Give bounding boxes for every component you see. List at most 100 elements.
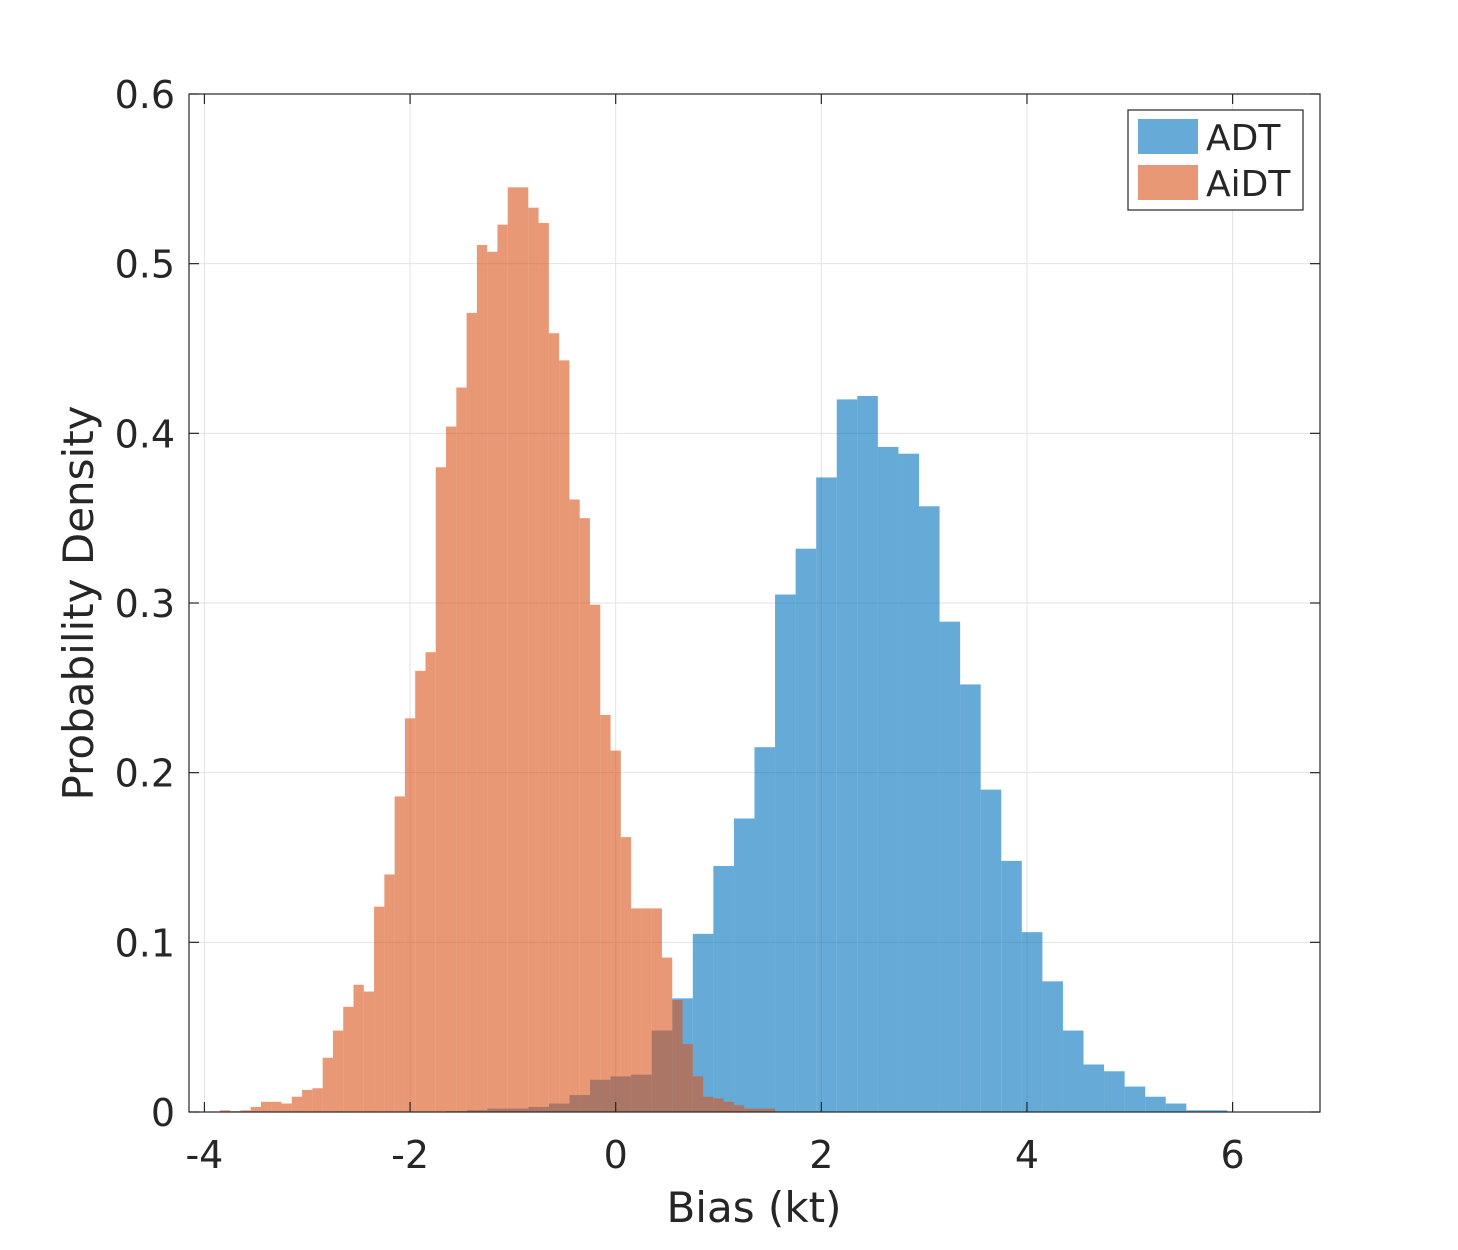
adt-bar-36 [1186,1110,1207,1112]
x-tick-label-3: 2 [809,1133,833,1177]
aidt-bar-16 [384,874,395,1112]
aidt-bar-20 [425,652,436,1112]
adt-bar-27 [1001,860,1022,1112]
y-tick-label-0: 0 [151,1091,175,1135]
aidt-bar-33 [559,360,570,1112]
legend-swatch-adt [1138,119,1198,154]
legend-label-aidt: AiDT [1206,164,1291,205]
aidt-bar-15 [374,906,385,1112]
aidt-bar-9 [312,1088,323,1112]
adt-bar-16 [775,594,796,1112]
x-tick-label-4: 4 [1015,1133,1039,1177]
aidt-bar-46 [692,1076,704,1112]
adt-bar-23 [919,506,940,1112]
x-tick-labels: -4 -2 0 2 4 6 [185,1133,1244,1177]
adt-bar-35 [1165,1103,1187,1112]
aidt-bar-53 [764,1108,776,1112]
adt-bar-21 [877,446,899,1112]
adt-bar-14 [733,818,755,1112]
adt-bar-24 [939,621,961,1112]
histogram-bars [219,187,1228,1113]
adt-bar-17 [795,548,817,1112]
aidt-bar-36 [589,604,601,1112]
aidt-bar-26 [487,251,498,1113]
aidt-bar-21 [435,467,447,1112]
adt-bar-31 [1083,1064,1105,1112]
adt-bar-28 [1021,932,1043,1112]
y-tick-label-5: 0.5 [115,243,175,287]
adt-bar-12 [692,933,714,1112]
aidt-bar-40 [631,908,642,1112]
aidt-bar-25 [476,245,488,1113]
aidt-bar-35 [579,518,590,1112]
adt-bar-34 [1145,1096,1166,1112]
aidt-bar-3 [250,1106,261,1112]
series-aidt [219,187,776,1113]
legend-swatch-aidt [1138,165,1198,200]
adt-bar-19 [836,399,858,1112]
adt-bar-22 [898,453,920,1112]
aidt-bar-7 [291,1096,303,1112]
adt-bar-13 [713,865,734,1112]
aidt-bar-10 [322,1057,333,1112]
y-tick-label-3: 0.3 [115,582,175,626]
aidt-bar-27 [497,224,508,1113]
aidt-bar-4 [260,1101,272,1112]
aidt-bar-52 [754,1108,765,1112]
aidt-bar-5 [271,1101,282,1112]
aidt-bar-39 [620,837,632,1112]
aidt-bar-12 [343,1006,354,1112]
aidt-bar-32 [548,333,560,1113]
legend: ADT AiDT [1127,109,1304,211]
legend-label-adt: ADT [1206,118,1281,159]
aidt-bar-41 [641,908,652,1112]
aidt-bar-48 [713,1098,724,1112]
y-tick-label-6: 0.6 [115,73,175,117]
aidt-bar-8 [302,1089,313,1112]
aidt-bar-50 [733,1105,745,1112]
adt-bar-30 [1062,1030,1084,1112]
aidt-bar-28 [507,187,519,1113]
x-tick-label-5: 6 [1221,1133,1245,1177]
aidt-bar-18 [404,718,416,1112]
y-tick-label-4: 0.4 [115,412,175,456]
x-tick-label-0: -4 [185,1133,223,1177]
aidt-bar-47 [703,1096,714,1112]
aidt-bar-37 [600,714,611,1112]
y-tick-label-1: 0.1 [115,921,175,965]
adt-bar-37 [1206,1110,1228,1112]
aidt-bar-51 [744,1108,755,1112]
adt-bar-26 [980,789,1002,1112]
aidt-bar-22 [446,426,457,1113]
aidt-bar-0 [219,1110,231,1112]
adt-bar-33 [1124,1086,1146,1112]
aidt-bar-23 [456,387,467,1113]
adt-bar-20 [857,396,878,1112]
axis-ticks [189,93,1320,1113]
aidt-bar-31 [538,222,549,1113]
aidt-bar-34 [569,499,580,1113]
adt-bar-32 [1104,1071,1125,1112]
aidt-bar-11 [332,1030,344,1112]
adt-bar-15 [754,747,776,1112]
aidt-bar-14 [363,991,375,1112]
aidt-bar-19 [415,670,426,1112]
aidt-bar-13 [353,984,364,1112]
aidt-bar-30 [528,207,539,1113]
y-axis-label: Probability Density [54,405,103,800]
aidt-bar-6 [281,1103,292,1112]
adt-bar-25 [960,684,981,1112]
aidt-bar-44 [672,1000,683,1112]
x-tick-label-1: -2 [391,1133,429,1177]
adt-bar-29 [1042,981,1063,1112]
aidt-bar-38 [610,750,621,1112]
aidt-bar-49 [723,1101,734,1112]
aidt-bar-2 [240,1110,251,1112]
y-tick-label-2: 0.2 [115,752,175,796]
aidt-bar-45 [682,1044,693,1112]
aidt-bar-29 [518,187,529,1113]
y-tick-labels: 0 0.1 0.2 0.3 0.4 0.5 0.6 [115,73,175,1135]
aidt-bar-17 [394,796,405,1112]
x-tick-label-2: 0 [604,1133,628,1177]
adt-bar-18 [816,477,837,1112]
